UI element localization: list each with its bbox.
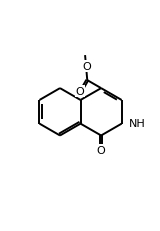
Text: NH: NH [129, 118, 146, 128]
Text: O: O [83, 62, 91, 72]
Text: O: O [76, 86, 84, 96]
Text: O: O [97, 145, 105, 155]
